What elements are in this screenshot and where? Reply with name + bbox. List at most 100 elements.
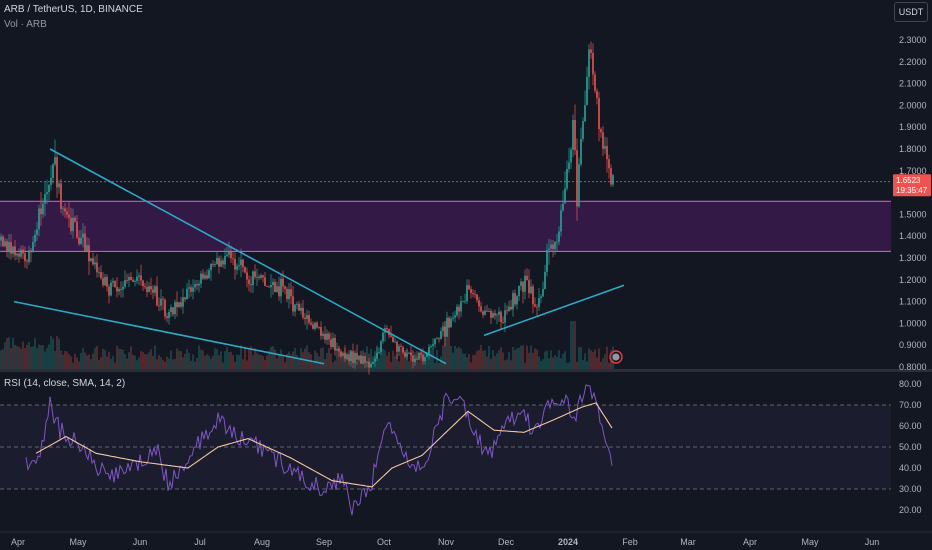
volume-bar[interactable]	[68, 354, 70, 369]
volume-bar[interactable]	[584, 353, 586, 369]
volume-bar[interactable]	[292, 351, 294, 369]
candle-body[interactable]	[46, 192, 48, 195]
candle-body[interactable]	[136, 276, 138, 282]
candle-body[interactable]	[274, 282, 276, 293]
volume-bar[interactable]	[560, 358, 562, 369]
volume-bar[interactable]	[166, 356, 168, 369]
candle-body[interactable]	[44, 194, 46, 204]
candle-body[interactable]	[446, 317, 448, 337]
volume-bar[interactable]	[546, 350, 548, 369]
candle-body[interactable]	[38, 208, 40, 230]
candle-body[interactable]	[546, 249, 548, 272]
candle-body[interactable]	[386, 328, 388, 330]
candle-body[interactable]	[108, 286, 110, 296]
candle-body[interactable]	[346, 354, 348, 359]
candle-body[interactable]	[318, 327, 320, 328]
volume-bar[interactable]	[316, 352, 318, 369]
candle-body[interactable]	[516, 296, 518, 305]
volume-bar[interactable]	[330, 353, 332, 369]
volume-bar[interactable]	[536, 349, 538, 369]
candle-body[interactable]	[574, 119, 576, 151]
candle-body[interactable]	[200, 273, 202, 284]
volume-bar[interactable]	[522, 345, 524, 369]
volume-bar[interactable]	[480, 345, 482, 369]
volume-bar[interactable]	[428, 352, 430, 369]
candle-body[interactable]	[300, 307, 302, 311]
candle-body[interactable]	[236, 266, 238, 270]
volume-bar[interactable]	[420, 352, 422, 369]
candle-body[interactable]	[160, 298, 162, 306]
candle-body[interactable]	[520, 281, 522, 286]
volume-bar[interactable]	[288, 351, 290, 369]
candle-body[interactable]	[270, 284, 272, 288]
candle-body[interactable]	[194, 284, 196, 288]
volume-bar[interactable]	[604, 354, 606, 369]
candle-body[interactable]	[436, 338, 438, 340]
candle-body[interactable]	[106, 276, 108, 287]
candle-body[interactable]	[264, 277, 266, 286]
volume-bar[interactable]	[434, 362, 436, 369]
volume-bar[interactable]	[508, 352, 510, 369]
volume-bar[interactable]	[538, 356, 540, 369]
candle-body[interactable]	[252, 271, 254, 286]
pane-separator[interactable]	[0, 369, 932, 372]
candle-body[interactable]	[406, 353, 408, 357]
volume-bar[interactable]	[178, 350, 180, 369]
volume-bar[interactable]	[526, 345, 528, 369]
candle-body[interactable]	[184, 297, 186, 300]
volume-bar[interactable]	[64, 351, 66, 369]
volume-bar[interactable]	[600, 361, 602, 369]
candle-body[interactable]	[394, 341, 396, 343]
candle-body[interactable]	[170, 307, 172, 313]
volume-bar[interactable]	[20, 348, 22, 369]
volume-bar[interactable]	[312, 362, 314, 369]
volume-bar[interactable]	[162, 359, 164, 369]
volume-bar[interactable]	[156, 359, 158, 369]
candle-body[interactable]	[40, 208, 42, 215]
volume-bar[interactable]	[470, 362, 472, 369]
candle-body[interactable]	[334, 337, 336, 351]
candle-body[interactable]	[54, 157, 56, 165]
volume-bar[interactable]	[182, 357, 184, 369]
volume-bar[interactable]	[550, 350, 552, 369]
volume-bar[interactable]	[544, 351, 546, 369]
candle-body[interactable]	[330, 339, 332, 348]
volume-bar[interactable]	[302, 352, 304, 369]
candle-body[interactable]	[72, 217, 74, 232]
candle-body[interactable]	[344, 352, 346, 359]
volume-bar[interactable]	[50, 336, 52, 369]
candle-body[interactable]	[120, 289, 122, 290]
currency-button[interactable]: USDT	[894, 2, 928, 22]
candle-body[interactable]	[218, 257, 220, 267]
volume-bar[interactable]	[264, 360, 266, 369]
volume-bar[interactable]	[38, 344, 40, 369]
volume-bar[interactable]	[452, 352, 454, 369]
volume-bar[interactable]	[272, 346, 274, 369]
candle-body[interactable]	[254, 271, 256, 278]
candle-body[interactable]	[150, 286, 152, 290]
volume-bar[interactable]	[70, 356, 72, 369]
candle-body[interactable]	[30, 250, 32, 253]
volume-bar[interactable]	[34, 338, 36, 369]
volume-bar[interactable]	[218, 354, 220, 369]
volume-bar[interactable]	[594, 349, 596, 369]
candle-body[interactable]	[240, 259, 242, 266]
volume-bar[interactable]	[282, 356, 284, 369]
volume-bar[interactable]	[30, 346, 32, 369]
candle-body[interactable]	[262, 275, 264, 278]
candle-body[interactable]	[138, 275, 140, 277]
candle-body[interactable]	[584, 105, 586, 122]
candle-body[interactable]	[342, 352, 344, 357]
volume-bar[interactable]	[404, 352, 406, 369]
volume-bar[interactable]	[152, 355, 154, 369]
candle-body[interactable]	[500, 311, 502, 323]
volume-bar[interactable]	[268, 350, 270, 369]
volume-bar[interactable]	[244, 346, 246, 369]
volume-bar[interactable]	[206, 354, 208, 369]
volume-bar[interactable]	[432, 348, 434, 369]
volume-bar[interactable]	[274, 349, 276, 369]
volume-bar[interactable]	[556, 356, 558, 369]
volume-bar[interactable]	[334, 360, 336, 369]
candle-body[interactable]	[424, 356, 426, 362]
candle-body[interactable]	[496, 314, 498, 316]
